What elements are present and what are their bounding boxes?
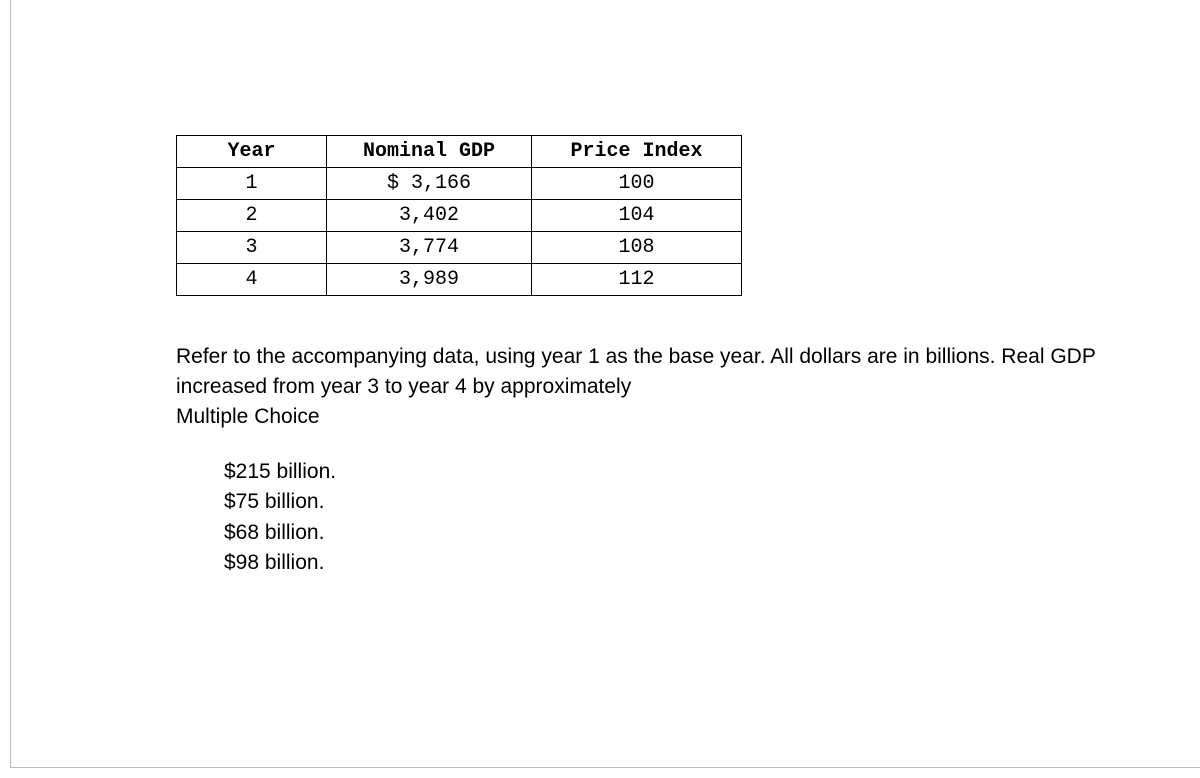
cell-pi: 100 [532,168,742,200]
choice-option[interactable]: $75 billion. [224,487,1200,517]
cell-gdp: 3,402 [327,200,532,232]
cell-gdp: $ 3,166 [327,168,532,200]
table-row: 4 3,989 112 [177,264,742,296]
col-header-year: Year [177,136,327,168]
multiple-choice-label: Multiple Choice [176,405,1200,429]
cell-year: 3 [177,232,327,264]
table-row: 3 3,774 108 [177,232,742,264]
answer-choices: $215 billion. $75 billion. $68 billion. … [224,457,1200,579]
content-frame: Year Nominal GDP Price Index 1 $ 3,166 1… [10,0,1200,768]
cell-year: 4 [177,264,327,296]
cell-year: 1 [177,168,327,200]
col-header-nominal-gdp: Nominal GDP [327,136,532,168]
choice-option[interactable]: $68 billion. [224,518,1200,548]
table-header-row: Year Nominal GDP Price Index [177,136,742,168]
table-row: 1 $ 3,166 100 [177,168,742,200]
col-header-price-index: Price Index [532,136,742,168]
cell-pi: 104 [532,200,742,232]
table-row: 2 3,402 104 [177,200,742,232]
gdp-table: Year Nominal GDP Price Index 1 $ 3,166 1… [176,135,742,296]
cell-pi: 112 [532,264,742,296]
cell-gdp: 3,774 [327,232,532,264]
choice-option[interactable]: $98 billion. [224,548,1200,578]
cell-gdp: 3,989 [327,264,532,296]
choice-option[interactable]: $215 billion. [224,457,1200,487]
question-text: Refer to the accompanying data, using ye… [176,342,1191,403]
cell-year: 2 [177,200,327,232]
cell-pi: 108 [532,232,742,264]
